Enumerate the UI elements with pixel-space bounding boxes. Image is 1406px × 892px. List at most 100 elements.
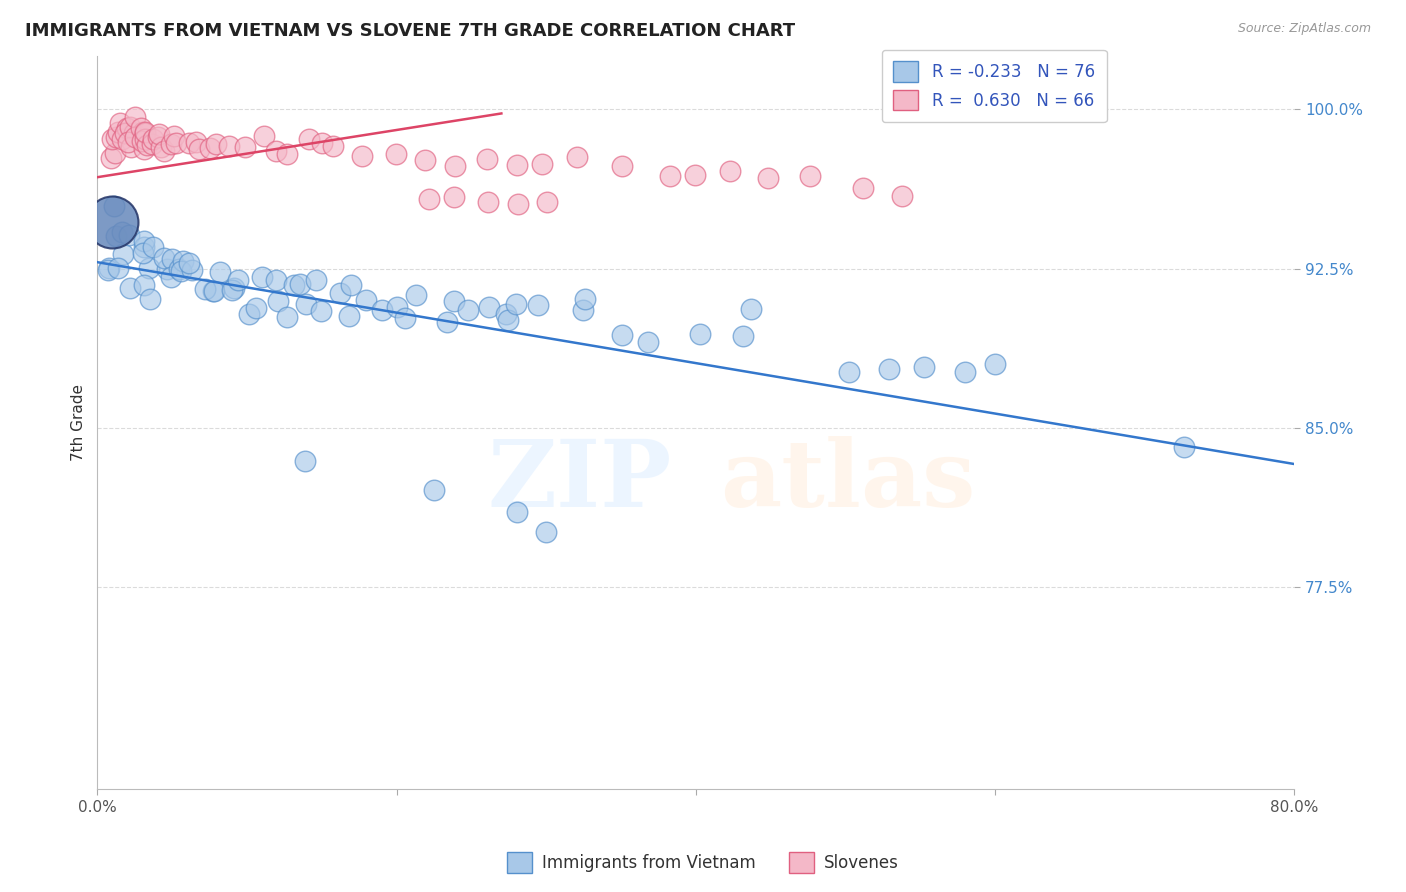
Point xyxy=(177,136,200,150)
Point xyxy=(97,260,120,275)
Point xyxy=(100,132,122,146)
Point xyxy=(111,225,134,239)
Point xyxy=(111,247,134,261)
Point xyxy=(294,453,316,467)
Point xyxy=(152,251,174,265)
Point xyxy=(122,126,145,140)
Point xyxy=(508,197,530,211)
Point xyxy=(496,312,519,326)
Point xyxy=(443,294,465,309)
Point xyxy=(138,261,160,276)
Point xyxy=(124,130,146,145)
Point xyxy=(218,138,240,153)
Point xyxy=(118,120,141,134)
Point xyxy=(226,273,249,287)
Point xyxy=(350,149,373,163)
Point xyxy=(637,335,659,350)
Point xyxy=(276,147,298,161)
Text: Source: ZipAtlas.com: Source: ZipAtlas.com xyxy=(1237,22,1371,36)
Point xyxy=(371,302,394,317)
Point xyxy=(167,262,190,277)
Point xyxy=(309,304,332,318)
Text: atlas: atlas xyxy=(720,436,976,526)
Point xyxy=(758,171,780,186)
Point xyxy=(253,128,276,143)
Point xyxy=(134,131,156,145)
Point xyxy=(837,365,859,379)
Text: ZIP: ZIP xyxy=(488,436,672,526)
Point xyxy=(689,326,711,341)
Point xyxy=(953,366,976,380)
Point xyxy=(354,293,377,308)
Point xyxy=(150,139,173,153)
Point xyxy=(385,300,408,314)
Point xyxy=(495,306,517,320)
Point xyxy=(187,142,209,156)
Point xyxy=(983,357,1005,371)
Point xyxy=(536,194,558,209)
Point xyxy=(610,327,633,342)
Point xyxy=(740,301,762,316)
Point xyxy=(134,126,156,140)
Point xyxy=(148,127,170,141)
Point xyxy=(340,278,363,293)
Point xyxy=(201,284,224,298)
Point xyxy=(160,137,183,152)
Point xyxy=(222,281,245,295)
Point xyxy=(891,189,914,203)
Point xyxy=(100,151,122,165)
Point xyxy=(134,125,156,139)
Point xyxy=(290,277,312,291)
Text: IMMIGRANTS FROM VIETNAM VS SLOVENE 7TH GRADE CORRELATION CHART: IMMIGRANTS FROM VIETNAM VS SLOVENE 7TH G… xyxy=(25,22,796,40)
Point xyxy=(276,310,298,324)
Point xyxy=(912,359,935,374)
Point xyxy=(733,329,755,343)
Point xyxy=(477,195,499,210)
Point xyxy=(160,252,183,267)
Point xyxy=(264,273,287,287)
Point xyxy=(531,157,554,171)
Point xyxy=(311,136,333,150)
Point xyxy=(1173,441,1195,455)
Point xyxy=(233,140,256,154)
Point xyxy=(132,234,155,248)
Point xyxy=(194,283,217,297)
Point xyxy=(163,129,186,144)
Point xyxy=(877,361,900,376)
Point xyxy=(443,189,465,203)
Point xyxy=(146,130,169,145)
Point xyxy=(444,159,467,173)
Point xyxy=(394,311,416,326)
Point xyxy=(131,124,153,138)
Point xyxy=(124,111,146,125)
Point xyxy=(659,169,682,184)
Point xyxy=(142,131,165,145)
Point xyxy=(179,256,201,270)
Point xyxy=(198,141,221,155)
Point xyxy=(283,277,305,292)
Point xyxy=(136,137,159,152)
Point xyxy=(612,159,634,173)
Point xyxy=(238,307,260,321)
Point xyxy=(418,192,440,206)
Point xyxy=(134,142,156,156)
Point xyxy=(267,294,290,309)
Point xyxy=(118,227,141,242)
Point xyxy=(107,125,129,139)
Point xyxy=(120,281,142,295)
Point xyxy=(97,262,120,277)
Point xyxy=(337,310,360,324)
Point xyxy=(322,139,344,153)
Point xyxy=(134,240,156,254)
Point xyxy=(405,288,427,302)
Point xyxy=(181,263,204,277)
Point xyxy=(117,121,139,136)
Point xyxy=(477,153,499,167)
Point xyxy=(221,283,243,297)
Point xyxy=(572,303,595,318)
Legend: Immigrants from Vietnam, Slovenes: Immigrants from Vietnam, Slovenes xyxy=(501,846,905,880)
Point xyxy=(129,120,152,135)
Point xyxy=(294,297,316,311)
Point xyxy=(534,525,557,540)
Point xyxy=(413,153,436,167)
